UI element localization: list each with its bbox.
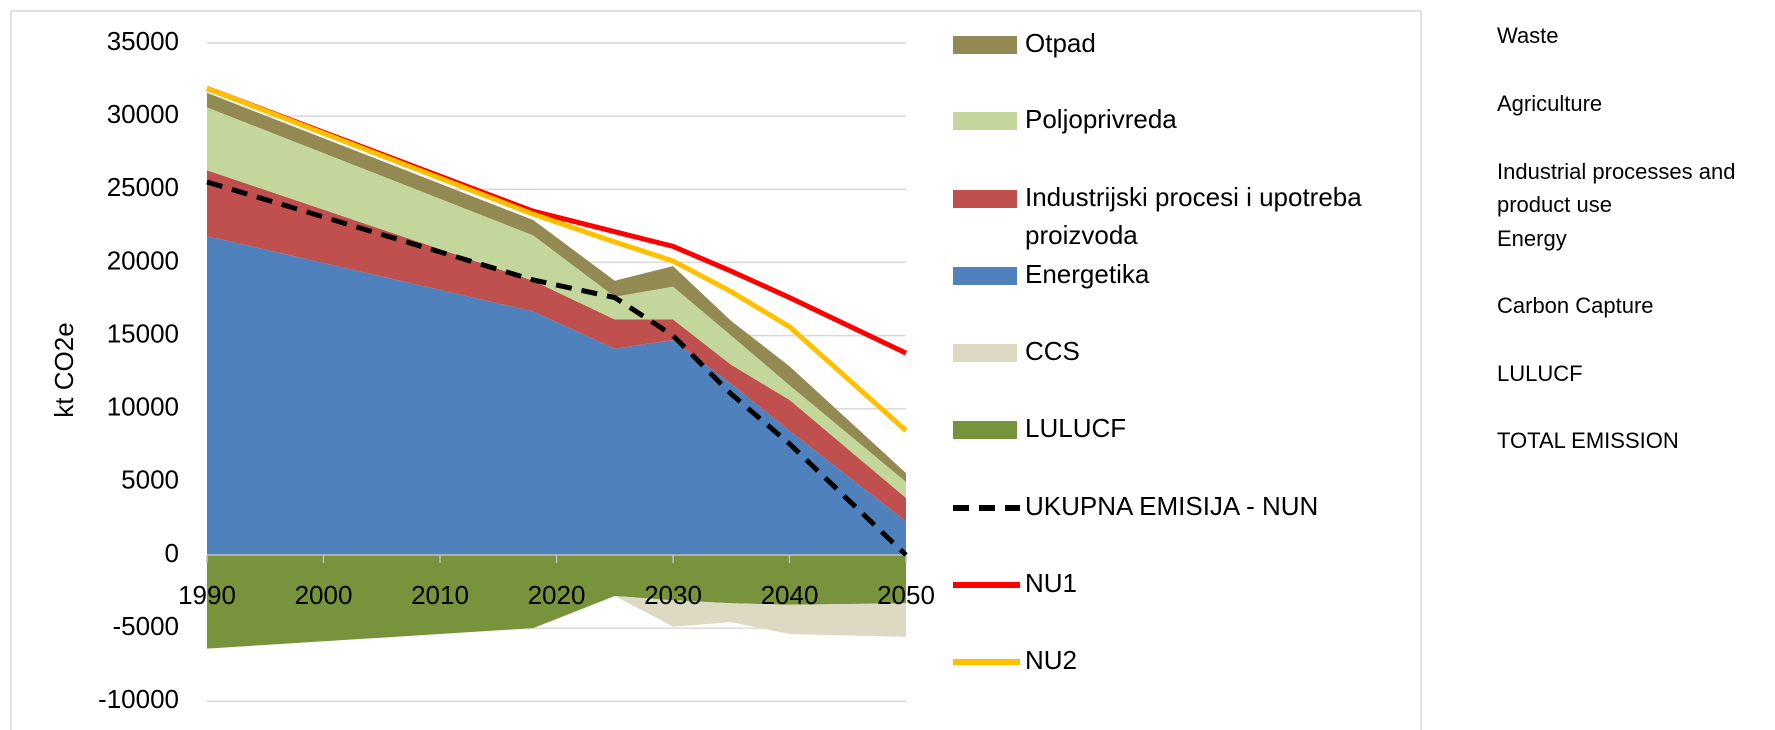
y-tick-label: 10000 (107, 392, 179, 422)
y-tick-label: -5000 (113, 611, 180, 641)
legend-swatch (953, 267, 1017, 285)
area (207, 107, 906, 498)
area (207, 236, 906, 555)
legend-label-line: proizvoda (1025, 220, 1138, 250)
x-tick-label: 2050 (877, 580, 935, 610)
area (207, 555, 906, 649)
line (206, 179, 908, 557)
x-tick-label: 2030 (644, 580, 702, 610)
legend-swatch (953, 190, 1017, 208)
legend-swatch (953, 344, 1017, 362)
annotation-line: product use (1497, 192, 1612, 217)
line (206, 86, 908, 356)
area (207, 170, 906, 522)
legend-swatch (953, 421, 1017, 439)
legend-label: Industrijski procesi i upotreba proizvoda (1025, 182, 1362, 250)
legend-label: NU1 (1025, 568, 1077, 598)
y-tick-label: 30000 (107, 99, 179, 129)
legend-label: LULUCF (1025, 413, 1126, 443)
legend-label: UKUPNA EMISIJA - NUN (1025, 491, 1318, 521)
legend-label: CCS (1025, 336, 1080, 366)
y-tick-label: 20000 (107, 245, 179, 275)
annotation: Agriculture (1497, 91, 1602, 116)
annotation: LULUCF (1497, 361, 1583, 386)
y-tick-label: 0 (165, 538, 179, 568)
y-tick-label: 35000 (107, 26, 179, 56)
y-tick-label: 15000 (107, 318, 179, 348)
x-tick-label: 1990 (178, 580, 236, 610)
y-tick-label: 5000 (121, 465, 179, 495)
legend-label-line: Industrijski procesi i upotreba (1025, 182, 1362, 212)
y-tick-label: 25000 (107, 172, 179, 202)
area (207, 595, 906, 649)
y-axis-label: kt CO2e (49, 322, 79, 417)
annotation: Carbon Capture (1497, 293, 1654, 318)
area (207, 92, 906, 482)
annotation: Waste (1497, 23, 1559, 48)
x-tick-label: 2000 (295, 580, 353, 610)
x-tick-label: 2020 (528, 580, 586, 610)
annotation: TOTAL EMISSION (1497, 428, 1679, 453)
x-tick-label: 2010 (411, 580, 469, 610)
x-tick-label: 2040 (761, 580, 819, 610)
legend-label: Poljoprivreda (1025, 104, 1177, 134)
line (206, 86, 908, 433)
annotation: Energy (1497, 226, 1567, 251)
annotation: Industrial processes and product use (1497, 159, 1735, 217)
legend-swatch (953, 36, 1017, 54)
annotation-line: Industrial processes and (1497, 159, 1735, 184)
y-tick-label: -10000 (98, 684, 179, 714)
legend-label: Energetika (1025, 259, 1150, 289)
legend-label: Otpad (1025, 28, 1096, 58)
legend-label: NU2 (1025, 645, 1077, 675)
legend-swatch (953, 112, 1017, 130)
